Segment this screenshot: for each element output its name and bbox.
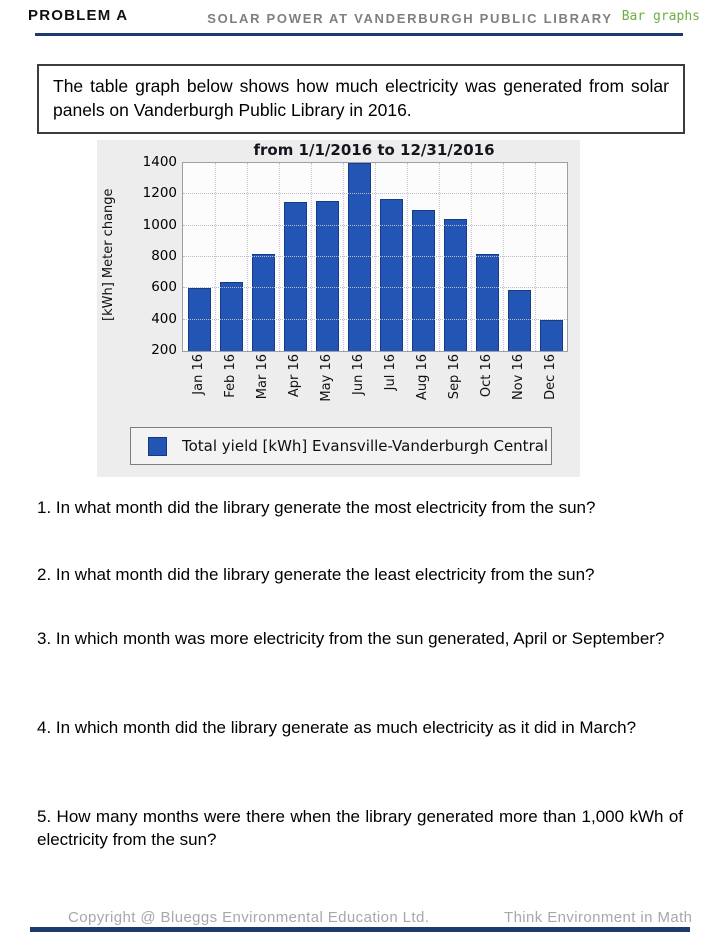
v-gridline: [535, 163, 536, 351]
bar: [507, 289, 531, 351]
y-tick-label: 600: [151, 279, 177, 296]
intro-box: The table graph below shows how much ele…: [37, 64, 685, 135]
x-tick-label: Dec 16: [542, 354, 558, 400]
bars: [183, 163, 567, 351]
copyright-text: Copyright @ Blueggs Environmental Educat…: [68, 909, 430, 926]
v-gridline: [215, 163, 216, 351]
topic-tag: Bar graphs: [621, 9, 700, 24]
bar-slot: [535, 163, 567, 351]
chart-title: from 1/1/2016 to 12/31/2016: [253, 141, 495, 159]
bar-slot: [215, 163, 247, 351]
bar: [187, 288, 211, 351]
bar: [251, 253, 275, 351]
intro-text: The table graph below shows how much ele…: [53, 76, 669, 121]
v-gridline: [471, 163, 472, 351]
bar-slot: [343, 163, 375, 351]
bar: [315, 200, 339, 351]
x-tick-slot: Mar 16: [246, 354, 278, 416]
v-gridline: [343, 163, 344, 351]
x-tick-label: Jun 16: [350, 354, 366, 395]
x-tick-slot: Oct 16: [470, 354, 502, 416]
question-5: 5. How many months were there when the l…: [37, 807, 683, 849]
bar-slot: [407, 163, 439, 351]
x-tick-label: Sep 16: [446, 354, 462, 400]
footer-rule: [30, 927, 690, 932]
y-tick-label: 200: [151, 342, 177, 358]
problem-label: PROBLEM A: [28, 7, 129, 24]
x-tick-slot: Apr 16: [278, 354, 310, 416]
question-1: 1. In what month did the library generat…: [37, 498, 596, 517]
x-axis-ticks: Jan 16 Feb 16 Mar 16 Apr 16 May 16 Jun 16 Jul …: [182, 354, 566, 416]
question-3: 3. In which month was more electricity f…: [37, 629, 665, 648]
y-tick-label: 1200: [142, 185, 177, 202]
x-tick-label: Mar 16: [254, 354, 270, 400]
page-title: SOLAR POWER AT VANDERBURGH PUBLIC LIBRAR…: [207, 11, 613, 26]
v-gridline: [503, 163, 504, 351]
v-gridline: [247, 163, 248, 351]
y-tick-label: 1400: [142, 154, 177, 170]
v-gridline: [279, 163, 280, 351]
y-axis-ticks: 200 400 600 800 1000 1200 1400: [121, 154, 177, 358]
y-axis-title: [kWh] Meter change: [101, 188, 116, 322]
v-gridline: [407, 163, 408, 351]
x-tick-slot: Jun 16: [342, 354, 374, 416]
bar-slot: [183, 163, 215, 351]
question-4: 4. In which month did the library genera…: [37, 718, 637, 737]
x-tick-slot: May 16: [310, 354, 342, 416]
chart-legend: Total yield [kWh] Evansville-Vanderburgh…: [130, 427, 552, 465]
bar: [539, 319, 563, 351]
legend-swatch: [148, 436, 167, 456]
y-tick-label: 1000: [142, 216, 177, 233]
bar-slot: [471, 163, 503, 351]
y-tick-label: 400: [151, 310, 177, 327]
bar: [475, 253, 499, 351]
x-tick-label: May 16: [318, 354, 334, 402]
v-gridline: [311, 163, 312, 351]
legend-label: Total yield [kWh] Evansville-Vanderburgh…: [182, 437, 549, 455]
y-tick-label: 800: [151, 248, 177, 264]
x-tick-label: Jul 16: [382, 354, 398, 391]
bar-slot: [375, 163, 407, 351]
x-tick-label: Aug 16: [414, 354, 430, 401]
bar: [443, 219, 467, 351]
bar: [347, 163, 371, 351]
x-tick-label: Feb 16: [222, 354, 238, 398]
bar-slot: [439, 163, 471, 351]
x-tick-label: Oct 16: [478, 354, 494, 398]
bar: [283, 202, 307, 351]
x-tick-label: Apr 16: [286, 354, 302, 398]
bar: [219, 282, 243, 351]
plot-area: [182, 162, 568, 352]
x-tick-label: Jan 16: [190, 354, 206, 395]
bar-slot: [247, 163, 279, 351]
tagline-text: Think Environment in Math: [504, 909, 693, 926]
x-tick-slot: Jul 16: [374, 354, 406, 416]
x-tick-slot: Feb 16: [214, 354, 246, 416]
bar-slot: [503, 163, 535, 351]
bar: [379, 199, 403, 351]
x-tick-label: Nov 16: [510, 354, 526, 401]
x-tick-slot: Sep 16: [438, 354, 470, 416]
header-rule: [35, 33, 683, 36]
x-tick-slot: Jan 16: [182, 354, 214, 416]
bar: [411, 210, 435, 351]
x-tick-slot: Nov 16: [502, 354, 534, 416]
v-gridline: [439, 163, 440, 351]
bar-slot: [311, 163, 343, 351]
x-tick-slot: Dec 16: [534, 354, 566, 416]
v-gridline: [375, 163, 376, 351]
question-2: 2. In what month did the library generat…: [37, 565, 595, 584]
x-tick-slot: Aug 16: [406, 354, 438, 416]
bar-slot: [279, 163, 311, 351]
bar-chart: from 1/1/2016 to 12/31/2016 [kWh] Meter …: [97, 140, 580, 477]
